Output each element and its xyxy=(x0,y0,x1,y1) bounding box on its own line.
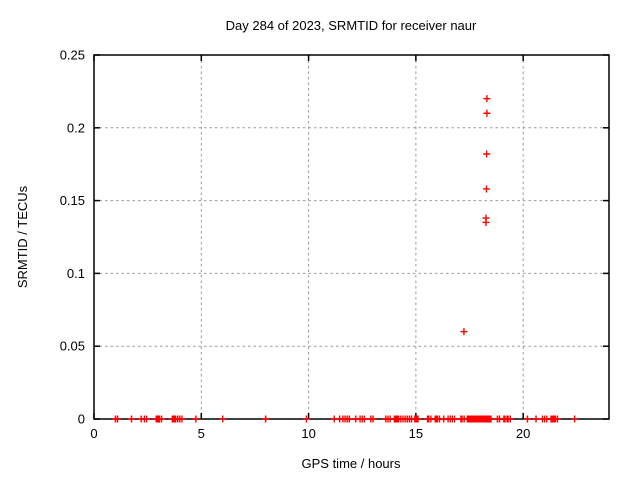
data-point-marker xyxy=(483,150,491,158)
data-point-marker xyxy=(302,415,310,423)
data-point-marker xyxy=(128,415,136,423)
data-point-marker xyxy=(262,415,270,423)
data-point-marker xyxy=(178,415,186,423)
data-point-marker xyxy=(451,415,458,423)
x-tick-label: 15 xyxy=(409,426,423,441)
data-point-marker xyxy=(158,415,166,423)
y-tick-label: 0.15 xyxy=(60,193,85,208)
data-point-marker xyxy=(483,109,491,117)
axes xyxy=(93,54,610,420)
y-tick-label: 0 xyxy=(78,412,85,427)
data-point-marker xyxy=(482,214,490,222)
data-point-marker xyxy=(506,415,514,423)
data-point-marker xyxy=(219,415,227,423)
tick-labels: 0 5 10 15 20 0 0.05 0.1 0.15 0.2 0.25 xyxy=(60,48,531,442)
y-tick-label: 0.25 xyxy=(60,48,85,63)
data-point-marker xyxy=(532,415,540,423)
gridlines xyxy=(94,55,609,419)
data-point-marker xyxy=(114,415,122,423)
x-tick-label: 5 xyxy=(198,426,205,441)
series-srmtid xyxy=(111,95,579,423)
y-tick-label: 0.05 xyxy=(60,339,85,354)
data-point-marker xyxy=(369,415,377,423)
data-point-marker xyxy=(554,415,561,423)
data-point-marker xyxy=(414,415,422,423)
x-tick-label: 20 xyxy=(516,426,530,441)
x-tick-label: 0 xyxy=(90,426,97,441)
plot-border xyxy=(93,54,610,420)
data-point-marker xyxy=(483,95,491,103)
data-point-marker xyxy=(360,415,368,423)
data-point-marker xyxy=(482,185,490,193)
data-point-marker xyxy=(487,415,495,423)
chart-title: Day 284 of 2023, SRMTID for receiver nau… xyxy=(226,18,477,33)
x-tick-label: 10 xyxy=(301,426,315,441)
data-point-marker xyxy=(143,415,151,423)
x-axis-label: GPS time / hours xyxy=(302,456,401,471)
data-point-marker xyxy=(460,328,468,336)
data-point-marker xyxy=(345,415,353,423)
y-tick-label: 0.2 xyxy=(67,120,85,135)
data-point-marker xyxy=(571,415,579,423)
data-point-marker xyxy=(523,415,531,423)
data-point-marker xyxy=(192,415,200,423)
y-axis-label: SRMTID / TECUs xyxy=(15,185,30,288)
y-tick-label: 0.1 xyxy=(67,266,85,281)
